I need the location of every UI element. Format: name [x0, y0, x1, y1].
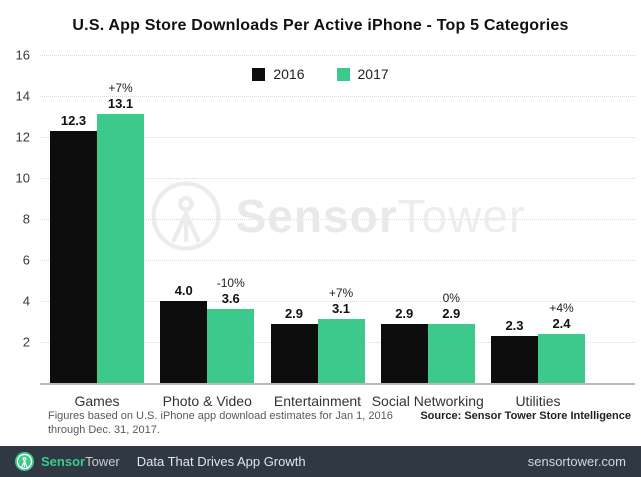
bar-2016 [270, 323, 318, 383]
bar-column: +7% 3.1 [317, 286, 365, 383]
value-label: 2.9 [395, 305, 414, 321]
change-label: +4% [549, 300, 574, 315]
y-tick-label: 6 [22, 252, 30, 268]
category-label: Games [74, 393, 120, 409]
bar-column: -10% 3.6 [207, 276, 255, 383]
bar-column: 2.3 [491, 318, 538, 383]
footer-bar: SensorTower Data That Drives App Growth … [0, 446, 641, 477]
bar-2017 [97, 114, 144, 383]
bar-group: 12.3 +7% 13.1 Games [50, 81, 144, 409]
legend: 2016 2017 [0, 66, 641, 82]
value-label: 3.1 [331, 301, 351, 317]
value-label: 3.6 [221, 291, 240, 307]
bar-2017 [317, 319, 365, 383]
bar-group: 4.0 -10% 3.6 Photo & Video [160, 276, 255, 409]
gridline [40, 55, 635, 56]
gridline [40, 96, 635, 97]
footer-tagline: Data That Drives App Growth [136, 454, 306, 469]
change-label: +7% [108, 81, 133, 96]
footnote: Figures based on U.S. iPhone app downloa… [48, 409, 393, 437]
gridline [40, 137, 635, 138]
value-label: 12.3 [60, 112, 87, 128]
chart-title: U.S. App Store Downloads Per Active iPho… [72, 17, 569, 34]
gridline [40, 260, 635, 261]
footer-url[interactable]: sensortower.com [527, 454, 626, 469]
value-label: 4.0 [174, 283, 193, 298]
bar-2017 [538, 333, 585, 383]
bar-column: 12.3 [50, 113, 97, 383]
value-label: 2.3 [505, 317, 524, 333]
source-label: Source: Sensor Tower Store Intelligence [420, 410, 631, 422]
value-label: 2.4 [552, 315, 571, 331]
change-label: +7% [328, 286, 354, 301]
category-label: Photo & Video [162, 393, 252, 409]
bar-column: +4% 2.4 [538, 301, 585, 383]
value-label: 2.9 [284, 305, 304, 321]
sensor-tower-footer-logo-icon [15, 452, 34, 471]
gridline [40, 301, 635, 302]
bar-2016 [160, 301, 208, 383]
legend-swatch-2017 [336, 67, 350, 81]
category-label: Entertainment [273, 393, 362, 409]
gridline [40, 219, 635, 220]
y-tick-label: 16 [15, 47, 30, 63]
bar-column: 2.9 [380, 305, 428, 383]
bar-column: +7% 13.1 [97, 81, 144, 383]
y-tick-label: 2 [22, 334, 30, 350]
bar-group: 2.3 +4% 2.4 Utilities [491, 301, 585, 409]
footnote-line-2: through Dec. 31, 2017. [48, 424, 160, 436]
category-label: Social Networking [371, 393, 484, 409]
bar-column: 4.0 [160, 283, 208, 383]
bar-2016 [380, 323, 428, 383]
y-tick-label: 8 [22, 211, 30, 227]
bar-2016 [50, 130, 97, 383]
footnote-line-1: Figures based on U.S. iPhone app downloa… [48, 410, 393, 422]
legend-label: 2016 [273, 66, 305, 82]
value-label: 13.1 [107, 96, 134, 112]
category-label: Utilities [515, 393, 561, 409]
bar-group: 2.9 0% 2.9 Social Networking [372, 290, 484, 409]
y-axis: 16 14 12 10 8 6 4 2 [0, 48, 30, 383]
bar-column: 0% 2.9 [427, 290, 475, 383]
bar-2017 [427, 323, 475, 383]
y-tick-label: 14 [15, 88, 30, 104]
value-label: 2.9 [442, 305, 461, 321]
legend-item-2017: 2017 [336, 66, 389, 82]
y-tick-label: 4 [22, 293, 30, 309]
change-label: 0% [442, 290, 460, 305]
bar-column: 2.9 [270, 305, 318, 383]
y-tick-label: 12 [15, 129, 30, 145]
legend-item-2016: 2016 [252, 66, 305, 82]
bar-groups: 12.3 +7% 13.1 Games 4.0 -10% 3.6 Photo & Video 2… [50, 55, 585, 409]
bar-group: 2.9 +7% 3.1 Entertainment [270, 286, 365, 409]
bar-2017 [207, 309, 255, 383]
legend-swatch-2016 [252, 67, 266, 81]
footer-brand: SensorTower [41, 454, 120, 469]
y-tick-label: 10 [15, 170, 30, 186]
bar-2016 [491, 335, 538, 383]
plot-area: SensorTower 12.3 +7% 13.1 Games 4.0 -10% 3.6 Ph… [40, 55, 635, 409]
change-label: -10% [216, 276, 245, 291]
gridline [40, 178, 635, 179]
legend-label: 2017 [357, 66, 389, 82]
